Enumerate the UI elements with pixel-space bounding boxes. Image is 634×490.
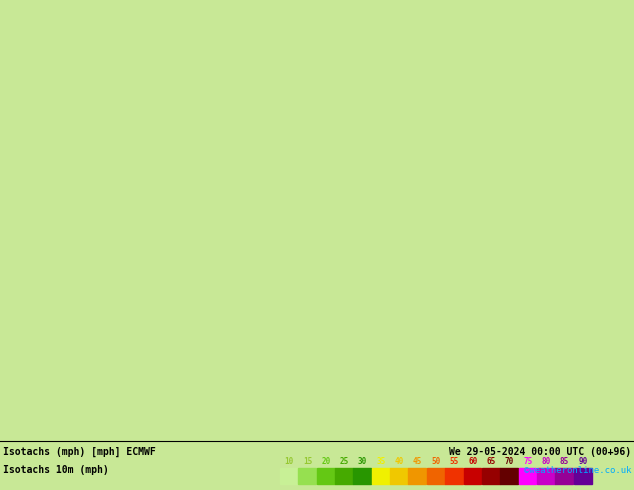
Bar	[390, 468, 408, 484]
Text: 25: 25	[340, 457, 349, 466]
Text: We 29-05-2024 00:00 UTC (00+96): We 29-05-2024 00:00 UTC (00+96)	[449, 447, 631, 457]
Text: 20: 20	[321, 457, 330, 466]
Text: 30: 30	[358, 457, 367, 466]
Bar	[280, 468, 298, 484]
Text: ©weatheronline.co.uk: ©weatheronline.co.uk	[524, 466, 631, 474]
Text: 90: 90	[578, 457, 588, 466]
Bar	[463, 468, 481, 484]
Text: 10: 10	[285, 457, 294, 466]
Text: 70: 70	[505, 457, 514, 466]
Bar	[500, 468, 518, 484]
Bar	[555, 468, 573, 484]
Bar	[335, 468, 353, 484]
Text: 80: 80	[541, 457, 551, 466]
Bar	[482, 468, 500, 484]
Bar	[537, 468, 555, 484]
Text: 55: 55	[450, 457, 459, 466]
Text: 40: 40	[395, 457, 404, 466]
Text: Isotachs (mph) [mph] ECMWF: Isotachs (mph) [mph] ECMWF	[3, 447, 156, 457]
Text: 65: 65	[486, 457, 496, 466]
Text: 45: 45	[413, 457, 422, 466]
Bar	[445, 468, 463, 484]
Bar	[408, 468, 426, 484]
Bar	[372, 468, 390, 484]
Bar	[317, 468, 335, 484]
Bar	[427, 468, 444, 484]
Text: 85: 85	[560, 457, 569, 466]
Text: 35: 35	[377, 457, 385, 466]
Text: 50: 50	[431, 457, 441, 466]
Bar	[353, 468, 372, 484]
Bar	[519, 468, 536, 484]
Text: 75: 75	[523, 457, 533, 466]
Text: 15: 15	[303, 457, 312, 466]
Text: Isotachs 10m (mph): Isotachs 10m (mph)	[3, 465, 109, 475]
Bar	[299, 468, 316, 484]
Bar	[574, 468, 592, 484]
Text: 60: 60	[468, 457, 477, 466]
